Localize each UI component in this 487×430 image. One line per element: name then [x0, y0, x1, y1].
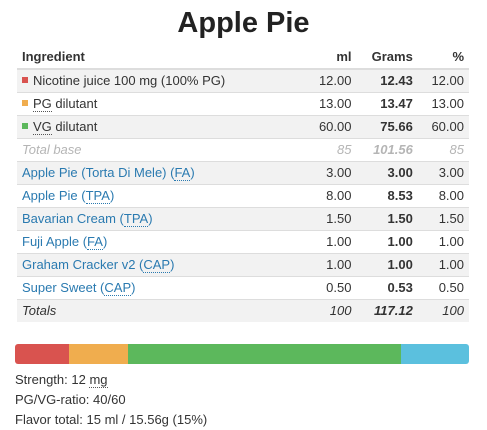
ml-cell: 8.00 — [293, 184, 357, 208]
flavor-row: Bavarian Cream (TPA) 1.50 1.50 1.50 — [17, 207, 469, 231]
ml-cell: 13.00 — [293, 92, 357, 116]
totals-row: Totals 100 117.12 100 — [17, 299, 469, 322]
ml-cell: 1.50 — [293, 207, 357, 231]
ml-cell: 85 — [293, 138, 357, 162]
flavor-cell: Apple Pie (Torta Di Mele) (FA) — [17, 161, 294, 185]
flavor-cell: Graham Cracker v2 (CAP) — [17, 253, 294, 277]
ingredient-cell: Nicotine juice 100 mg (100% PG) — [17, 68, 294, 93]
flavor-cell: Apple Pie (TPA) — [17, 184, 294, 208]
table-row: Nicotine juice 100 mg (100% PG) 12.00 12… — [17, 68, 469, 93]
flavor-name: Bavarian Cream — [22, 211, 116, 226]
percent-cell: 3.00 — [417, 161, 469, 185]
flavor-link[interactable]: Apple Pie (TPA) — [22, 188, 115, 204]
flavor-name: Graham Cracker v2 — [22, 257, 136, 272]
table-row: PG dilutant 13.00 13.47 13.00 — [17, 92, 469, 116]
recipe-title: Apple Pie — [177, 7, 310, 39]
totals-label: Totals — [17, 299, 294, 322]
bar-segment-vg — [128, 344, 401, 364]
flavor-row: Graham Cracker v2 (CAP) 1.00 1.00 1.00 — [17, 253, 469, 277]
vg-color-swatch — [22, 122, 28, 129]
grams-cell: 101.56 — [356, 138, 418, 162]
percent-cell: 60.00 — [417, 115, 469, 139]
percent-cell: 1.00 — [417, 230, 469, 254]
ingredient-cell: PG dilutant — [17, 92, 294, 116]
ml-cell: 100 — [293, 299, 357, 322]
flavor-link[interactable]: Apple Pie (Torta Di Mele) (FA) — [22, 165, 195, 181]
flavor-link[interactable]: Super Sweet (CAP) — [22, 280, 136, 296]
ml-cell: 60.00 — [293, 115, 357, 139]
flavor-row: Apple Pie (TPA) 8.00 8.53 8.00 — [17, 184, 469, 208]
vg-abbreviation: VG — [33, 119, 52, 135]
percent-cell: 13.00 — [417, 92, 469, 116]
percent-cell: 85 — [417, 138, 469, 162]
strength-line: Strength: 12 mg — [15, 370, 487, 390]
header-percent: % — [417, 46, 469, 70]
header-ingredient: Ingredient — [17, 46, 294, 70]
pg-color-swatch — [22, 99, 28, 106]
grams-cell: 1.50 — [356, 207, 418, 231]
flavor-cell: Super Sweet (CAP) — [17, 276, 294, 300]
flavor-row: Super Sweet (CAP) 0.50 0.53 0.50 — [17, 276, 469, 300]
bar-segment-flavor — [400, 344, 469, 364]
manufacturer-abbreviation: CAP — [143, 257, 171, 273]
total-base-label: Total base — [17, 138, 294, 162]
flavor-link[interactable]: Bavarian Cream (TPA) — [22, 211, 153, 227]
pg-vg-ratio: PG/VG-ratio: 40/60 — [15, 392, 126, 407]
grams-cell: 75.66 — [356, 115, 418, 139]
grams-cell: 12.43 — [356, 68, 418, 93]
grams-cell: 0.53 — [356, 276, 418, 300]
ml-cell: 0.50 — [293, 276, 357, 300]
flavor-row: Fuji Apple (FA) 1.00 1.00 1.00 — [17, 230, 469, 254]
ml-cell: 1.00 — [293, 230, 357, 254]
flavor-link[interactable]: Graham Cracker v2 (CAP) — [22, 257, 175, 273]
strength-text: Strength: 12 — [15, 372, 90, 387]
composition-bar — [15, 344, 469, 364]
ingredient-label: dilutant — [51, 119, 98, 134]
ml-cell: 12.00 — [293, 68, 357, 93]
pg-abbreviation: PG — [33, 96, 52, 112]
flavor-cell: Fuji Apple (FA) — [17, 230, 294, 254]
percent-cell: 100 — [417, 299, 469, 322]
recipe-info: Strength: 12 mg PG/VG-ratio: 40/60 Flavo… — [15, 370, 487, 430]
manufacturer-abbreviation: CAP — [104, 280, 132, 296]
grams-cell: 1.00 — [356, 253, 418, 277]
flavor-name: Fuji Apple — [22, 234, 80, 249]
ml-cell: 1.00 — [293, 253, 357, 277]
flavor-row: Apple Pie (Torta Di Mele) (FA) 3.00 3.00… — [17, 161, 469, 185]
manufacturer-abbreviation: FA — [174, 165, 191, 181]
percent-cell: 8.00 — [417, 184, 469, 208]
manufacturer-abbreviation: TPA — [85, 188, 110, 204]
nicotine-color-swatch — [22, 76, 28, 83]
flavor-name: Apple Pie (Torta Di Mele) — [22, 165, 167, 180]
table-row: VG dilutant 60.00 75.66 60.00 — [17, 115, 469, 139]
grams-cell: 13.47 — [356, 92, 418, 116]
percent-cell: 12.00 — [417, 68, 469, 93]
manufacturer-abbreviation: TPA — [123, 211, 149, 227]
percent-cell: 0.50 — [417, 276, 469, 300]
bar-segment-pg — [69, 344, 129, 364]
recipe-table: Ingredient ml Grams % Nicotine juice 100… — [17, 46, 469, 322]
grams-cell: 1.00 — [356, 230, 418, 254]
ingredient-cell: VG dilutant — [17, 115, 294, 139]
flavor-cell: Bavarian Cream (TPA) — [17, 207, 294, 231]
percent-cell: 1.50 — [417, 207, 469, 231]
grams-cell: 117.12 — [356, 299, 418, 322]
header-ml: ml — [293, 46, 357, 70]
table-header-row: Ingredient ml Grams % — [17, 46, 469, 70]
manufacturer-abbreviation: FA — [87, 234, 103, 250]
ingredient-label: Nicotine juice 100 mg (100% PG) — [33, 73, 226, 88]
strength-unit: mg — [89, 372, 108, 388]
percent-cell: 1.00 — [417, 253, 469, 277]
total-base-row: Total base 85 101.56 85 — [17, 138, 469, 162]
header-grams: Grams — [356, 46, 418, 70]
flavor-name: Super Sweet — [22, 280, 97, 295]
grams-cell: 8.53 — [356, 184, 418, 208]
grams-cell: 3.00 — [356, 161, 418, 185]
flavor-link[interactable]: Fuji Apple (FA) — [22, 234, 108, 250]
ingredient-label: dilutant — [51, 96, 98, 111]
flavor-total: Flavor total: 15 ml / 15.56g (15%) — [15, 412, 208, 427]
ml-cell: 3.00 — [293, 161, 357, 185]
flavor-name: Apple Pie — [22, 188, 78, 203]
bar-segment-nicotine — [15, 344, 70, 364]
